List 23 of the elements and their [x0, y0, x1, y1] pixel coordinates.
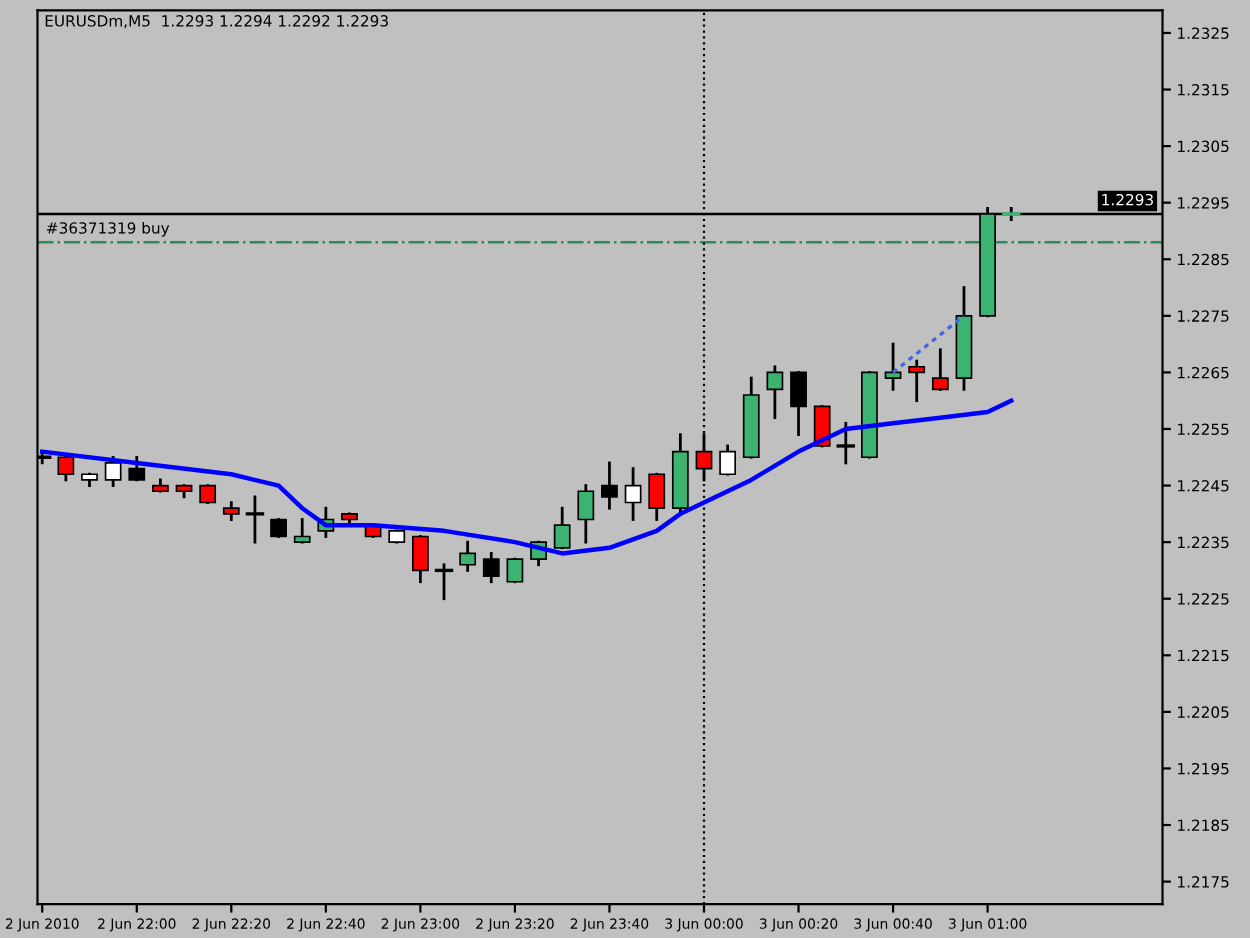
candlestick [648, 472, 666, 521]
candlestick [766, 365, 784, 420]
candlestick [57, 455, 75, 482]
candlestick [836, 421, 856, 465]
candlestick [931, 348, 949, 391]
candlestick [908, 359, 926, 403]
candlestick [624, 467, 642, 521]
line-series [40, 398, 1014, 556]
candlestick [434, 563, 454, 601]
candlestick [459, 540, 477, 572]
candlestick [577, 484, 595, 544]
candlestick [128, 455, 146, 482]
candlestick [553, 506, 571, 550]
candlestick [411, 535, 429, 584]
candlestick [482, 552, 500, 584]
candlestick [245, 495, 265, 544]
candlestick [790, 371, 807, 437]
candlestick [104, 455, 122, 487]
candlestick [293, 518, 311, 544]
candlestick [506, 557, 524, 584]
candlestick [719, 444, 737, 476]
candlestick [884, 342, 902, 391]
candlestick [601, 461, 618, 510]
